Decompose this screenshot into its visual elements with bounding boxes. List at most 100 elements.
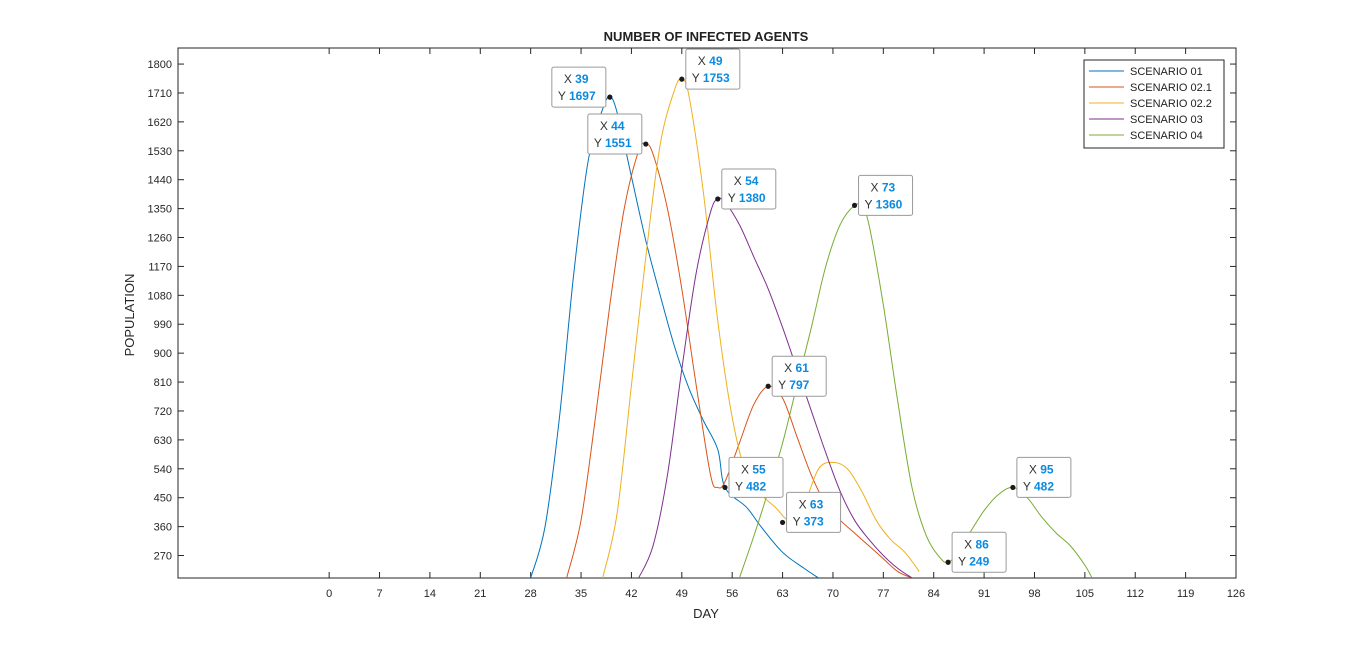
datatip-x-text: X 39 [564,72,589,86]
x-tick-label: 14 [424,588,436,600]
legend: SCENARIO 01 SCENARIO 02.1 SCENARIO 02.2 SCE… [1083,59,1225,149]
y-tick-label: 270 [154,551,172,563]
datatip-7: X 63 Y 373 [779,491,842,533]
y-tick-label: 1440 [148,175,172,187]
datatip-y-text: Y 1360 [865,197,903,211]
datatip-box [685,48,741,90]
x-tick-label: 35 [575,588,587,600]
y-tick-label: 1800 [148,59,172,71]
datatip-marker [722,484,728,491]
legend-label: SCENARIO 02.1 [1130,82,1212,94]
datatip-y-text: Y 482 [1023,479,1054,493]
x-tick-label: 7 [376,588,382,600]
x-tick-label: 63 [776,588,788,600]
legend-label: SCENARIO 04 [1130,130,1203,142]
datatip-x-text: X 63 [799,497,824,511]
legend-label: SCENARIO 03 [1130,114,1203,126]
datatip-y-text: Y 249 [958,554,989,568]
datatip-box [951,531,1007,573]
datatip-box [1016,456,1072,498]
datatip-y-text: Y 373 [793,514,824,528]
series-line-5 [738,203,1093,578]
datatip-y-text: Y 1551 [594,136,632,150]
y-tick-label: 630 [154,435,172,447]
x-tick-label: 91 [978,588,990,600]
x-tick-label: 42 [625,588,637,600]
datatip-x-text: X 55 [741,462,766,476]
y-tick-label: 990 [154,319,172,331]
datatip-y-text: Y 482 [735,479,766,493]
datatip-box [728,456,784,498]
y-tick-label: 1170 [148,261,172,273]
y-tick-label: 1710 [148,88,172,100]
y-tick-label: 450 [154,493,172,505]
legend-box [1083,59,1225,149]
x-tick-label: 56 [726,588,738,600]
datatip-8: X 73 Y 1360 [851,174,914,216]
datatip-box [786,491,842,533]
datatip-box [771,355,827,397]
datatip-4: X 54 Y 1380 [715,168,777,210]
legend-label: SCENARIO 02.2 [1130,98,1212,110]
datatip-marker [607,94,613,100]
datatip-x-text: X 86 [964,537,989,551]
datatip-marker [679,76,685,82]
y-tick-label: 1620 [148,117,172,129]
datatip-box [551,66,607,108]
datatip-x-text: X 95 [1029,462,1054,476]
datatip-box [858,174,914,216]
x-tick-label: 0 [326,588,332,600]
datatip-box [587,113,643,155]
datatip-y-text: Y 1380 [728,191,766,205]
x-tick-label: 98 [1028,588,1040,600]
plot-area: 0 7 14 21 28 35 42 49 56 63 70 77 84 91 98 105 112 119 126… [148,47,1245,600]
datatip-2: X 44 Y 1551 [587,113,649,155]
datatip-marker [715,196,721,202]
datatip-x-text: X 44 [600,119,625,133]
series-line-1 [530,96,819,578]
datatip-marker [851,202,858,208]
datatip-y-text: Y 797 [778,378,809,392]
datatip-6: X 55 Y 482 [722,456,784,498]
axes-box [177,47,1237,579]
x-tick-label: 49 [676,588,688,600]
datatip-x-text: X 73 [871,180,896,194]
x-tick-label: 77 [877,588,889,600]
datatip-marker [765,383,771,389]
datatip-3: X 49 Y 1753 [679,48,741,90]
y-tick-label: 1350 [148,204,172,216]
datatip-marker [779,519,786,526]
x-tick-label: 126 [1227,588,1245,600]
x-tick-label: 21 [474,588,486,600]
datatip-box [721,168,777,210]
series-lines [530,78,1093,578]
x-tick-label: 112 [1126,588,1144,600]
legend-label: SCENARIO 01 [1130,66,1203,78]
y-axis-label: POPULATION [122,274,137,357]
y-tick-label: 810 [154,377,172,389]
datatip-y-text: Y 1753 [692,71,730,85]
datatip-x-text: X 49 [698,54,723,68]
x-tick-label: 70 [827,588,839,600]
y-tick-label: 360 [154,522,172,534]
y-tick-label: 720 [154,406,172,418]
datatip-marker [945,559,951,565]
y-tick-label: 900 [154,348,172,360]
datatip-marker [1010,484,1016,491]
datatip-1: X 39 Y 1697 [551,66,613,108]
y-tick-label: 540 [154,464,172,476]
datatip-x-text: X 61 [784,361,809,375]
datatip-5: X 61 Y 797 [765,355,827,397]
x-tick-label: 84 [928,588,940,600]
datatip-marker [643,141,649,147]
y-tick-label: 1530 [148,146,172,158]
x-axis-label: DAY [693,606,719,621]
series-line-3 [602,78,920,578]
x-tick-label: 105 [1076,588,1094,600]
y-tick-label: 1260 [148,233,172,245]
datatip-y-text: Y 1697 [558,89,596,103]
series-line-4 [638,197,913,578]
series-line-2 [566,142,913,578]
chart-title: NUMBER OF INFECTED AGENTS [604,29,809,44]
